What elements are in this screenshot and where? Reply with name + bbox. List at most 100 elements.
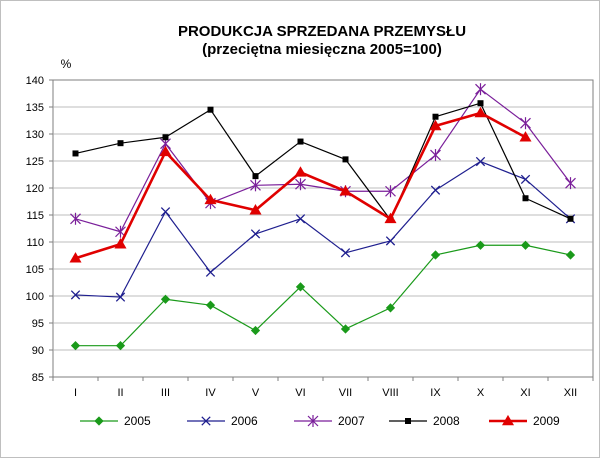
chart-title: PRODUKCJA SPRZEDANA PRZEMYSŁU	[178, 23, 466, 40]
data-point-2006-I	[70, 290, 81, 300]
series-2006	[70, 156, 576, 302]
data-point-2005-VI	[295, 282, 306, 292]
data-point-2009-VII	[339, 185, 352, 196]
y-tick-label: 130	[26, 129, 44, 141]
data-point-2008-V	[252, 173, 259, 180]
legend-item-2008: 2008	[389, 414, 460, 428]
data-point-2006-V	[250, 229, 261, 239]
data-point-2006-X	[475, 156, 486, 167]
data-point-2006-VII	[340, 248, 351, 258]
series-line-2008	[75, 102, 571, 221]
data-point-2008-IX	[432, 113, 439, 120]
data-point-2005-X	[475, 240, 486, 250]
data-point-2008-I	[72, 150, 79, 157]
data-point-2005-VII	[340, 324, 351, 334]
data-point-2007-VIII	[385, 185, 396, 198]
x-tick-label: VIII	[382, 387, 399, 399]
data-point-2009-IV	[204, 193, 217, 205]
x-tick-label: I	[74, 387, 77, 399]
data-point-2007-X	[475, 83, 486, 96]
data-point-2007-IX	[430, 149, 441, 162]
y-tick-label: 105	[26, 264, 44, 276]
x-tick-label: II	[117, 387, 123, 399]
data-point-2006-XI	[520, 174, 531, 185]
legend-marker-2007	[307, 415, 319, 427]
y-tick-label: 120	[26, 183, 44, 195]
x-tick-label: IV	[205, 387, 216, 399]
data-point-2005-III	[160, 294, 171, 304]
data-point-2008-XII	[567, 215, 574, 222]
data-point-2007-VI	[295, 178, 306, 191]
data-point-2005-XI	[520, 240, 531, 250]
x-tick-label: X	[477, 387, 485, 399]
data-point-2006-VI	[295, 214, 306, 224]
legend-marker-2005	[94, 416, 104, 426]
chart-subtitle: (przeciętna miesięczna 2005=100)	[202, 41, 442, 58]
data-point-2008-XI	[522, 195, 529, 202]
data-point-2009-VI	[294, 166, 307, 177]
data-point-2006-III	[160, 207, 171, 217]
y-tick-label: 140	[26, 75, 44, 87]
data-point-2007-XI	[520, 117, 531, 130]
data-point-2009-X	[474, 106, 487, 118]
legend-item-2009: 2009	[489, 414, 560, 428]
data-point-2005-XII	[565, 250, 576, 260]
x-tick-label: XII	[564, 387, 577, 399]
y-tick-label: 110	[26, 237, 44, 249]
data-point-2008-III	[162, 134, 169, 141]
data-point-2009-XI	[519, 131, 532, 142]
x-tick-label: IX	[430, 387, 441, 399]
grid-lines	[53, 106, 593, 351]
y-axis-unit-label: %	[61, 57, 72, 71]
data-point-2009-II	[114, 238, 127, 249]
data-point-2008-X	[477, 100, 484, 107]
data-point-2006-IV	[205, 267, 216, 277]
data-point-2006-VIII	[385, 236, 396, 246]
x-tick-label: VI	[295, 387, 305, 399]
legend-marker-2008	[405, 418, 411, 424]
series-group	[69, 83, 576, 351]
y-tick-label: 95	[32, 318, 44, 330]
data-point-2007-XII	[565, 177, 576, 190]
legend-item-2007: 2007	[294, 414, 365, 428]
legend-item-2006: 2006	[187, 414, 258, 428]
y-tick-label: 135	[26, 102, 44, 114]
y-tick-label: 115	[26, 210, 44, 222]
series-line-2007	[75, 88, 571, 233]
y-tick-label: 125	[26, 156, 44, 168]
data-point-2009-V	[249, 204, 262, 215]
x-tick-label: XI	[520, 387, 530, 399]
data-point-2005-VIII	[385, 303, 396, 313]
data-point-2008-VII	[342, 156, 349, 163]
data-point-2009-I	[69, 252, 82, 263]
legend-item-2005: 2005	[80, 414, 151, 428]
data-point-2007-I	[70, 212, 81, 225]
data-point-2005-IX	[430, 250, 441, 260]
legend-label: 2005	[124, 414, 151, 428]
series-line-2006	[75, 160, 571, 298]
y-tick-label: 100	[26, 291, 44, 303]
plot-area	[52, 79, 594, 378]
data-point-2005-V	[250, 325, 261, 336]
series-2009	[69, 106, 532, 263]
legend-label: 2006	[231, 414, 258, 428]
legend-label: 2009	[533, 414, 560, 428]
data-point-2009-III	[159, 145, 172, 157]
data-point-2008-IV	[207, 106, 214, 113]
y-tick-label: 90	[32, 345, 44, 357]
x-tick-label: III	[161, 387, 170, 399]
y-tick-label: 85	[32, 372, 44, 384]
series-2005	[70, 240, 576, 351]
series-line-2005	[75, 244, 571, 347]
legend-label: 2007	[338, 414, 365, 428]
data-point-2005-II	[115, 341, 126, 351]
legend-marker-2006	[201, 416, 211, 426]
data-point-2009-VIII	[384, 212, 397, 224]
data-point-2006-IX	[430, 185, 441, 195]
x-tick-label: VII	[339, 387, 352, 399]
data-point-2009-IX	[429, 119, 442, 131]
data-point-2007-V	[250, 179, 261, 192]
